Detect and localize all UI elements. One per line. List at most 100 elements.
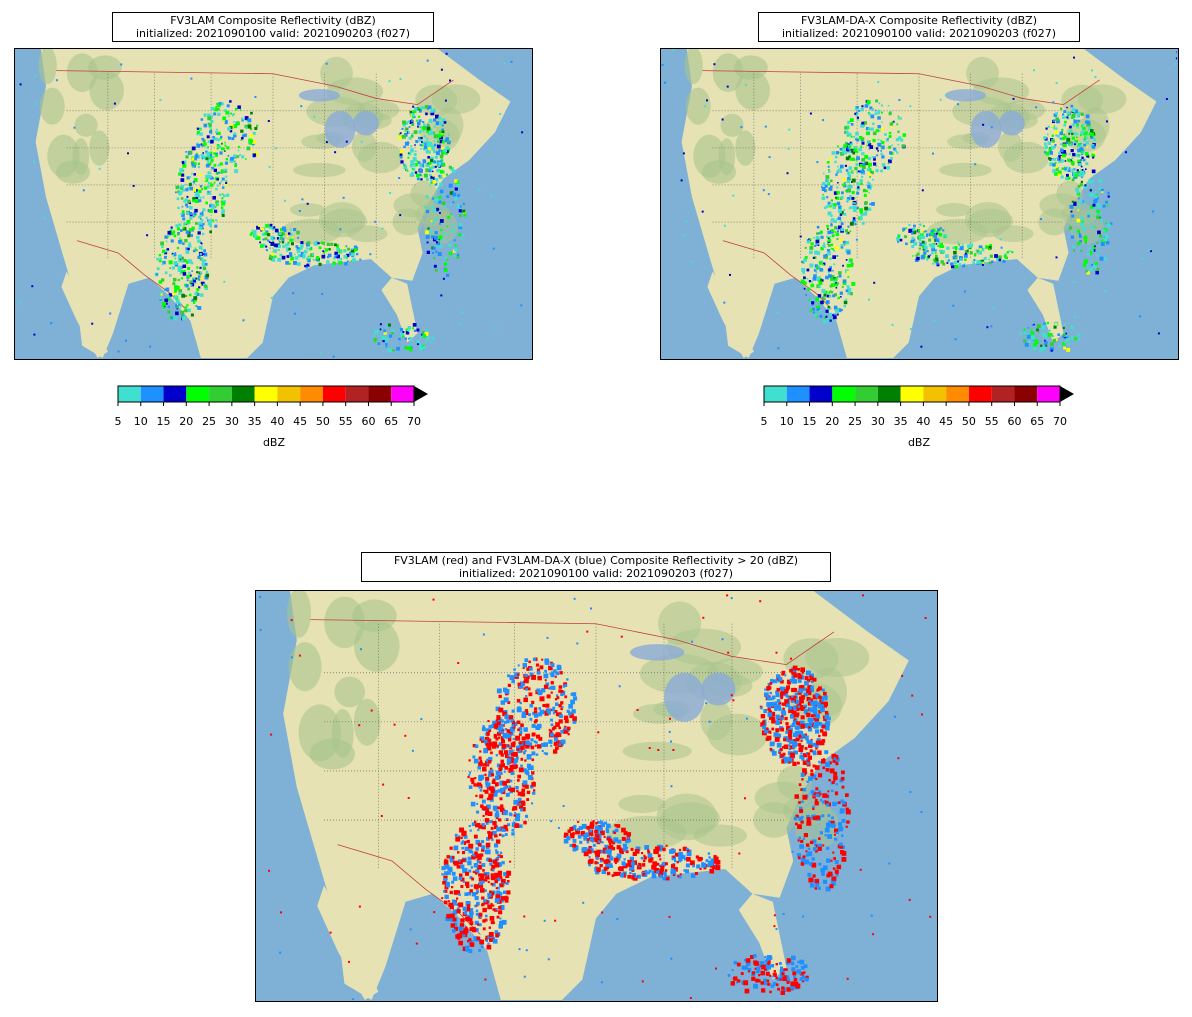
- echo-pixel: [536, 734, 540, 739]
- echo-pixel: [1084, 184, 1087, 187]
- echo-pixel: [476, 890, 480, 894]
- echo-pixel: [194, 154, 199, 159]
- echo-pixel: [185, 203, 188, 207]
- echo-pixel: [170, 239, 174, 243]
- echo-pixel: [189, 212, 193, 216]
- echo-pixel: [1081, 221, 1084, 224]
- echo-pixel: [433, 125, 436, 128]
- echo-pixel: [187, 234, 191, 238]
- echo-pixel: [427, 124, 430, 127]
- echo-pixel: [740, 126, 743, 129]
- echo-pixel: [865, 190, 868, 193]
- echo-pixel: [444, 889, 448, 893]
- echo-pixel: [531, 758, 534, 761]
- echo-pixel: [800, 820, 804, 824]
- echo-pixel: [1068, 159, 1071, 163]
- echo-pixel: [260, 244, 264, 248]
- echo-pixel: [168, 260, 173, 265]
- echo-pixel: [811, 863, 817, 868]
- echo-pixel: [500, 700, 505, 705]
- echo-pixel: [564, 832, 568, 836]
- echo-pixel: [495, 839, 501, 844]
- echo-pixel: [1079, 173, 1084, 177]
- echo-pixel: [1103, 257, 1107, 261]
- echo-pixel: [635, 846, 641, 852]
- echo-pixel: [186, 274, 191, 279]
- echo-pixel: [713, 855, 717, 859]
- echo-pixel: [182, 188, 185, 192]
- echo-pixel: [180, 178, 185, 182]
- echo-pixel: [835, 151, 839, 155]
- echo-pixel: [877, 142, 882, 147]
- echo-pixel: [193, 188, 197, 192]
- echo-pixel: [598, 835, 602, 839]
- echo-pixel: [193, 178, 198, 182]
- echo-pixel: [806, 817, 811, 822]
- echo-pixel: [433, 199, 436, 202]
- echo-pixel: [810, 769, 814, 773]
- echo-pixel: [196, 288, 200, 291]
- echo-pixel: [747, 970, 750, 973]
- echo-pixel: [880, 145, 885, 150]
- echo-pixel: [849, 206, 853, 209]
- echo-pixel: [616, 845, 621, 850]
- panel1-colorbar-svg: [117, 385, 428, 406]
- echo-pixel: [189, 274, 192, 277]
- echo-pixel: [568, 711, 572, 716]
- echo-pixel: [1085, 114, 1090, 119]
- echo-pixel: [34, 74, 37, 77]
- echo-pixel: [942, 262, 946, 266]
- echo-pixel: [1049, 147, 1051, 149]
- echo-pixel: [399, 327, 404, 332]
- echo-pixel: [438, 174, 441, 177]
- echo-pixel: [859, 210, 863, 214]
- echo-pixel: [1082, 124, 1085, 127]
- echo-pixel: [792, 705, 797, 710]
- echo-pixel: [837, 168, 842, 172]
- echo-pixel: [986, 326, 989, 329]
- echo-pixel: [830, 218, 835, 222]
- echo-pixel: [300, 251, 304, 255]
- echo-pixel: [797, 856, 801, 860]
- echo-pixel: [826, 846, 830, 850]
- echo-pixel: [485, 822, 489, 825]
- echo-pixel: [500, 759, 504, 763]
- echo-pixel: [431, 336, 434, 339]
- echo-pixel: [538, 707, 541, 710]
- echo-pixel: [197, 306, 202, 310]
- echo-pixel: [449, 846, 453, 850]
- echo-pixel: [515, 735, 521, 741]
- echo-pixel: [216, 203, 219, 206]
- echo-pixel: [1047, 141, 1052, 145]
- echo-pixel: [200, 276, 203, 280]
- echo-pixel: [199, 128, 202, 131]
- echo-pixel: [425, 340, 428, 343]
- echo-pixel: [435, 151, 440, 156]
- echo-pixel: [1096, 197, 1099, 200]
- echo-pixel: [827, 716, 831, 721]
- echo-pixel: [1077, 111, 1081, 115]
- echo-pixel: [847, 177, 850, 180]
- colorbar-extend-arrow: [414, 386, 428, 402]
- echo-pixel: [539, 665, 544, 670]
- echo-pixel: [1079, 239, 1082, 243]
- echo-pixel: [819, 798, 823, 802]
- echo-pixel: [845, 825, 848, 828]
- echo-pixel: [550, 691, 553, 694]
- echo-pixel: [1080, 222, 1085, 227]
- echo-pixel: [837, 145, 839, 148]
- echo-pixel: [1080, 169, 1085, 174]
- echo-pixel: [253, 234, 256, 237]
- echo-pixel: [810, 790, 815, 794]
- echo-pixel: [859, 170, 863, 174]
- echo-pixel: [831, 248, 834, 251]
- echo-pixel: [981, 264, 984, 266]
- echo-pixel: [812, 874, 816, 878]
- echo-pixel: [261, 232, 266, 236]
- echo-pixel: [193, 296, 198, 300]
- echo-pixel: [939, 245, 942, 248]
- echo-pixel: [457, 933, 463, 939]
- echo-pixel: [480, 853, 484, 857]
- echo-pixel: [881, 111, 883, 114]
- echo-pixel: [408, 337, 410, 340]
